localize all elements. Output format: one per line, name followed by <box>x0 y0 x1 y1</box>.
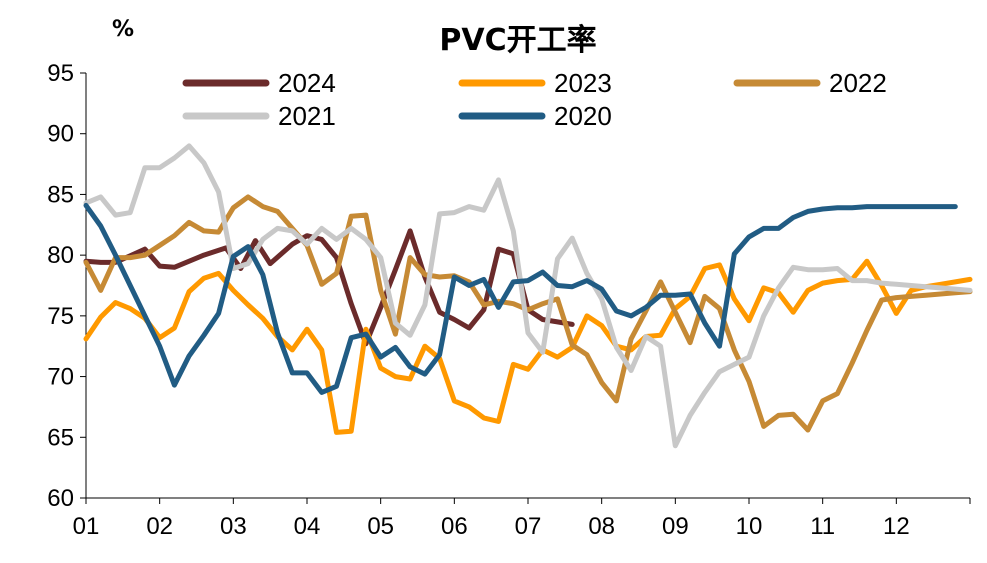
y-tick-label: 75 <box>47 303 74 330</box>
chart-title: PVC开工率 <box>439 23 596 58</box>
series-line-2022 <box>83 194 973 433</box>
x-tick-label: 04 <box>294 513 321 540</box>
y-axis-unit: % <box>112 17 134 42</box>
x-tick-label: 03 <box>220 513 247 540</box>
legend-item-2023: 2023 <box>458 68 612 98</box>
series-lines <box>83 143 973 449</box>
legend-label: 2024 <box>278 68 336 98</box>
x-tick-label: 09 <box>662 513 689 540</box>
y-tick-label: 60 <box>47 485 74 512</box>
x-tick-label: 06 <box>441 513 468 540</box>
x-tick-label: 08 <box>588 513 615 540</box>
y-tick-label: 80 <box>47 242 74 269</box>
series-line-2024 <box>83 228 575 347</box>
x-tick-label: 11 <box>810 513 835 540</box>
x-axis-ticks: 01 02 03 04 05 06 07 08 09 10 11 12 <box>73 498 971 540</box>
legend: 2024 2023 2022 2021 2020 <box>182 68 887 131</box>
y-tick-label: 95 <box>47 60 74 87</box>
legend-label: 2023 <box>554 68 612 98</box>
x-tick-label: 05 <box>367 513 394 540</box>
series-line-2020 <box>83 202 958 395</box>
legend-label: 2020 <box>554 101 612 131</box>
x-tick-label: 07 <box>515 513 542 540</box>
legend-label: 2021 <box>278 101 336 131</box>
x-tick-label: 12 <box>883 513 910 540</box>
y-tick-label: 70 <box>47 364 74 391</box>
x-tick-label: 01 <box>73 513 100 540</box>
legend-item-2020: 2020 <box>458 101 612 131</box>
legend-item-2021: 2021 <box>182 101 336 131</box>
series-line-2023 <box>83 258 973 435</box>
x-tick-label: 10 <box>736 513 763 540</box>
y-axis-ticks: 60 65 70 75 80 85 90 95 <box>47 60 86 512</box>
series-line-2021 <box>83 143 973 449</box>
x-tick-label: 02 <box>146 513 173 540</box>
legend-item-2022: 2022 <box>733 68 887 98</box>
y-tick-label: 65 <box>47 424 74 451</box>
y-tick-label: 85 <box>47 181 74 208</box>
legend-label: 2022 <box>829 68 887 98</box>
legend-item-2024: 2024 <box>182 68 336 98</box>
y-tick-label: 90 <box>47 121 74 148</box>
